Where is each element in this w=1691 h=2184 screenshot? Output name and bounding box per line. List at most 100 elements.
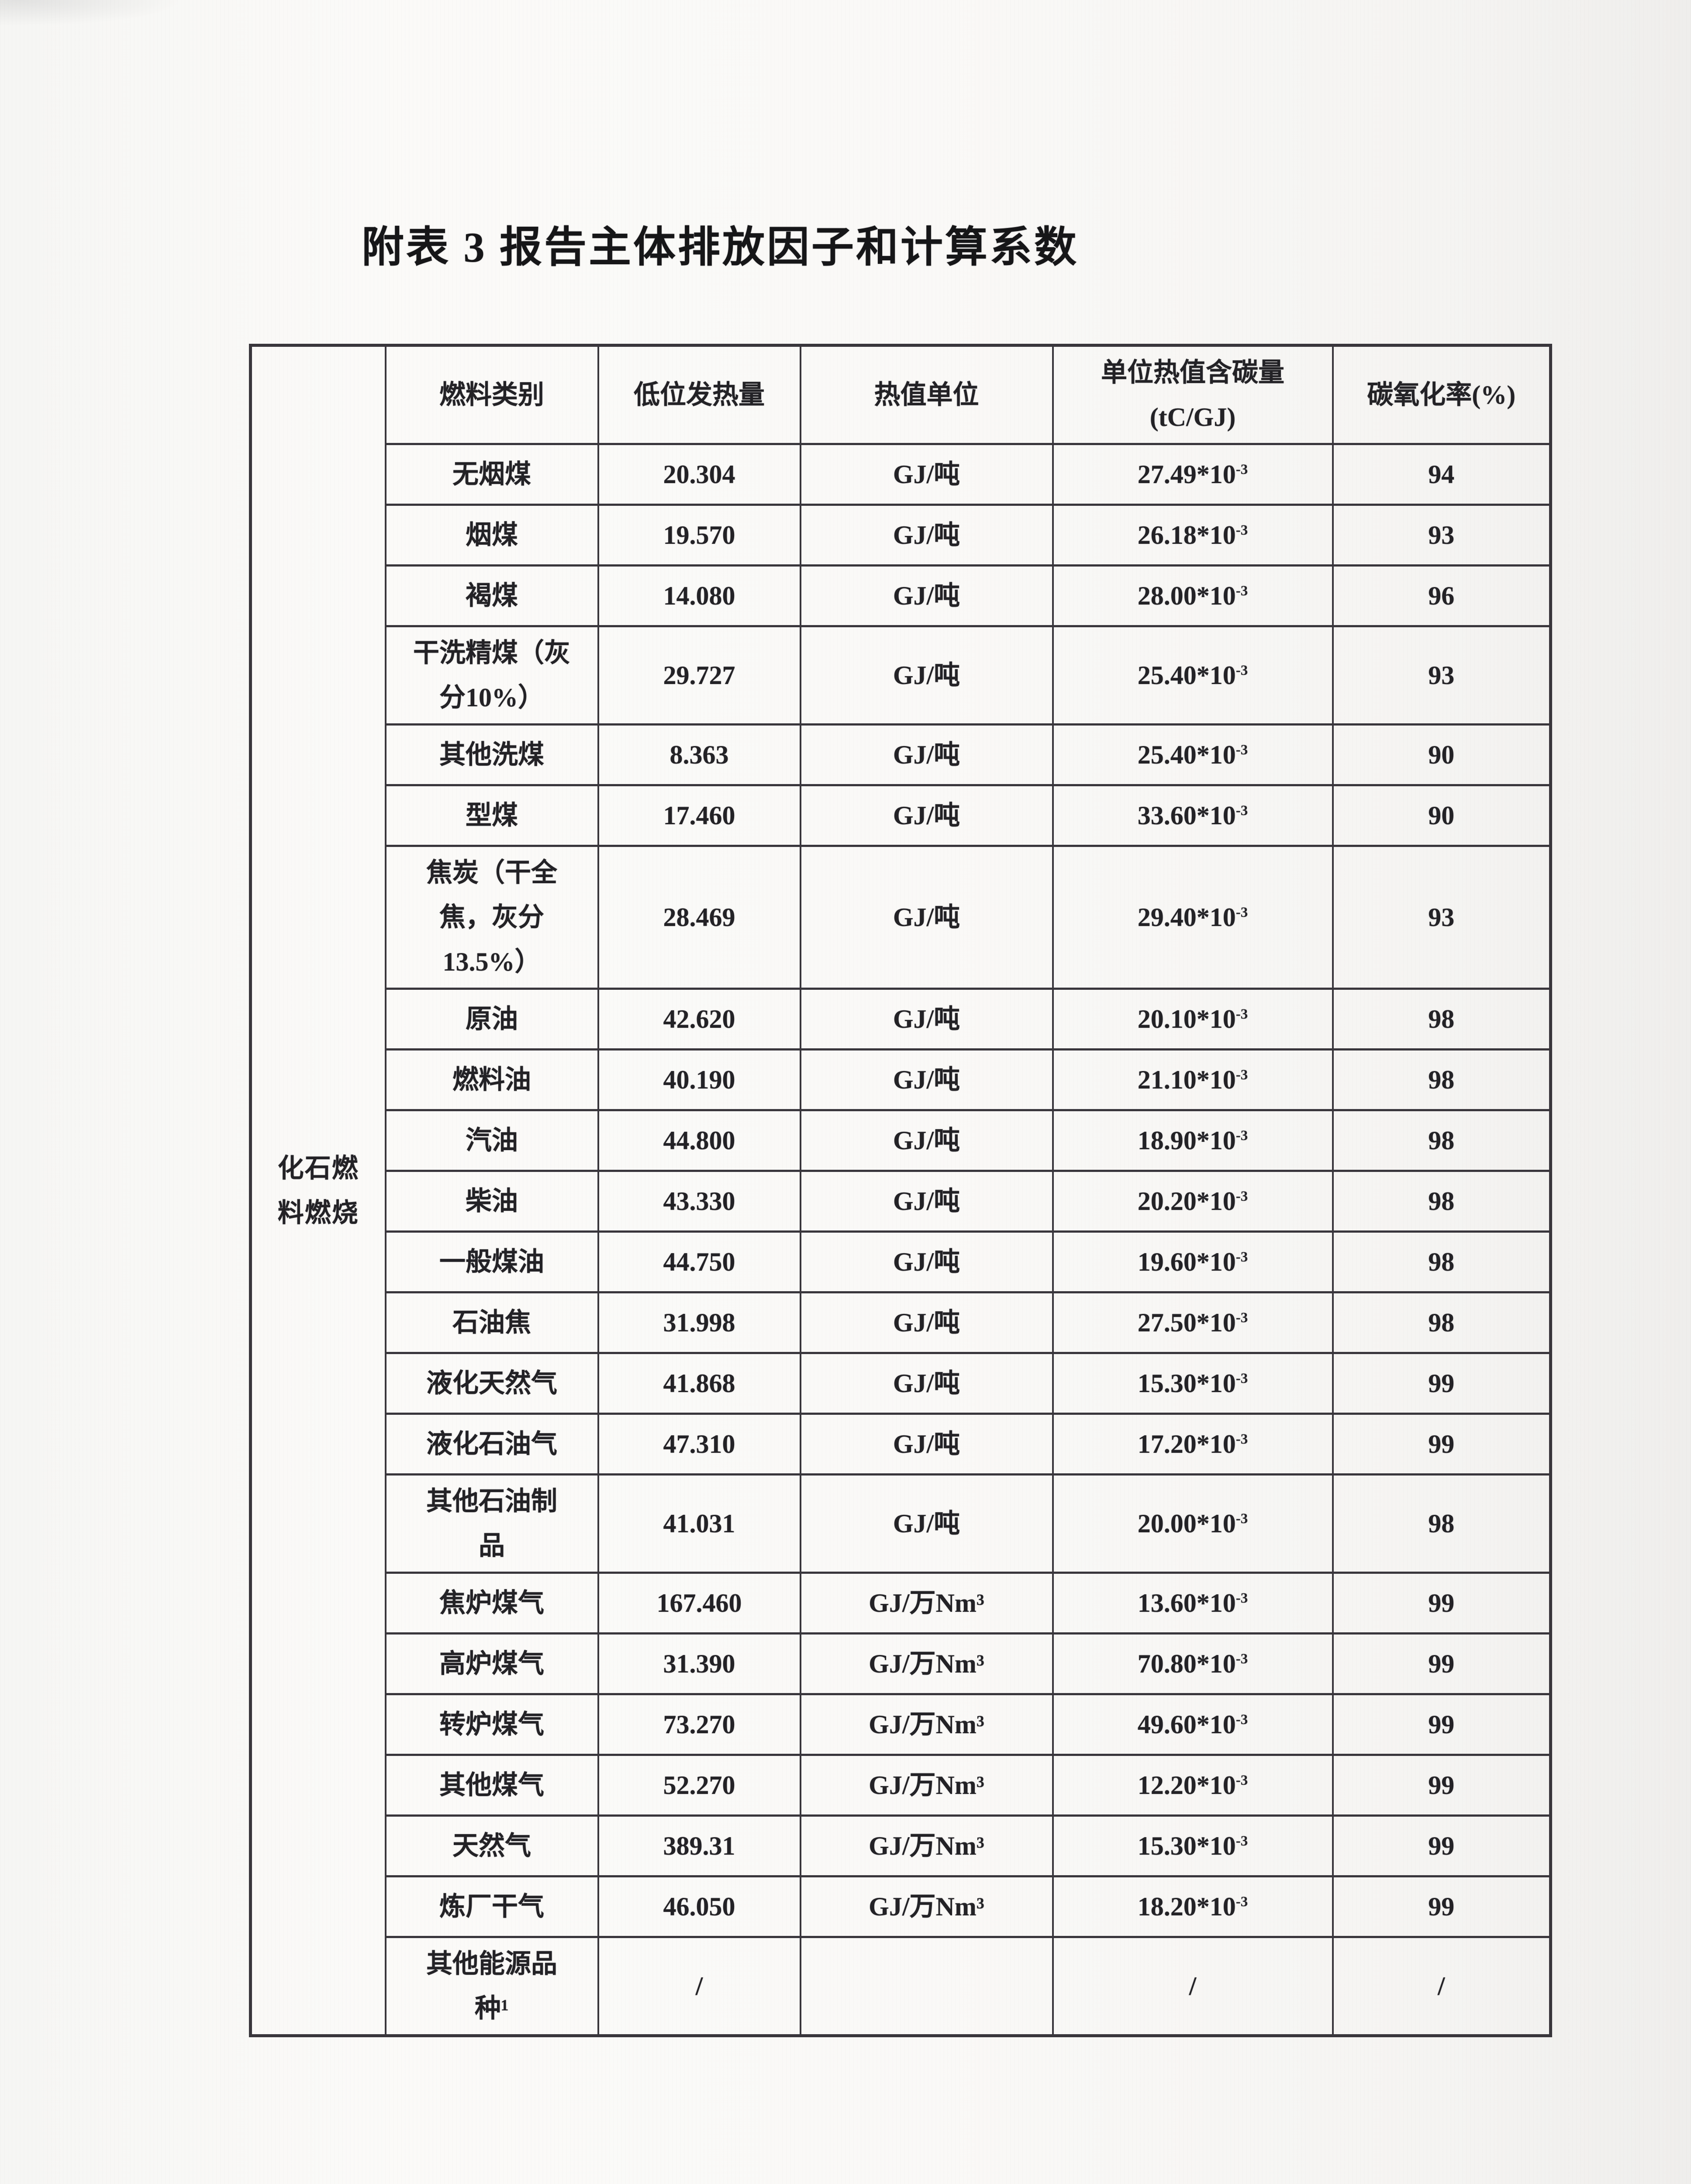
table-row: 型煤 17.460 GJ/吨 33.60*10-3 90 — [251, 784, 1552, 847]
table-row: 燃料油 40.190 GJ/吨 21.10*10-3 98 — [251, 1048, 1552, 1111]
fuel-cell: 型煤 — [384, 784, 599, 847]
carbon-content-cell: 15.30*10-3 — [1052, 1352, 1334, 1415]
header-carbon-content-per-unit-heat: 单位热值含碳量 (tC/GJ) — [1052, 344, 1334, 445]
fuel-cell: 其他石油制 品 — [384, 1473, 599, 1574]
table-header-row: 化石燃 料燃烧 燃料类别 低位发热量 热值单位 单位热值含碳量 (tC/GJ) … — [249, 344, 1552, 2037]
oxidation-rate-cell: 99 — [1332, 1413, 1552, 1476]
exponent: -3 — [1235, 1651, 1248, 1667]
oxidation-rate-cell: / — [1332, 1936, 1552, 2037]
exponent: -3 — [1235, 1833, 1248, 1849]
lhv-cell: 41.031 — [597, 1473, 801, 1574]
oxidation-rate-cell: 98 — [1332, 1291, 1552, 1354]
exponent: -3 — [1235, 1894, 1248, 1910]
unit-cell: GJ/吨 — [799, 1109, 1054, 1172]
unit-cell: GJ/吨 — [799, 1230, 1054, 1293]
lhv-cell: 389.31 — [597, 1814, 801, 1877]
exponent: -3 — [1235, 803, 1248, 819]
fuel-cell: 其他煤气 — [384, 1754, 599, 1817]
exponent: -3 — [1235, 905, 1248, 920]
header-fuel-category: 燃料类别 — [384, 344, 599, 445]
table-row: 一般煤油 44.750 GJ/吨 19.60*10-3 98 — [251, 1230, 1552, 1293]
carbon-content-cell: 15.30*10-3 — [1052, 1814, 1334, 1877]
table-row: 焦炭（干全 焦，灰分 13.5%） 28.469 GJ/吨 29.40*10-3 93 — [251, 845, 1552, 990]
table-row: 汽油 44.800 GJ/吨 18.90*10-3 98 — [251, 1109, 1552, 1172]
carbon-content-cell: 20.10*10-3 — [1052, 988, 1334, 1051]
oxidation-rate-cell: 99 — [1332, 1814, 1552, 1877]
lhv-cell: 47.310 — [597, 1413, 801, 1476]
lhv-cell: 44.800 — [597, 1109, 801, 1172]
unit-cell: GJ/吨 — [799, 1473, 1054, 1574]
table-row: 无烟煤 20.304 GJ/吨 27.49*10-3 94 — [251, 443, 1552, 506]
lhv-cell: 167.460 — [597, 1572, 801, 1635]
lhv-cell: 31.998 — [597, 1291, 801, 1354]
oxidation-rate-cell: 98 — [1332, 1170, 1552, 1233]
fuel-cell: 其他能源品 种¹ — [384, 1936, 599, 2037]
oxidation-rate-cell: 99 — [1332, 1754, 1552, 1817]
exponent: -3 — [1235, 1067, 1248, 1083]
oxidation-rate-cell: 90 — [1332, 784, 1552, 847]
header-carbon-oxidation-rate: 碳氧化率(%) — [1332, 344, 1552, 445]
fuel-cell: 一般煤油 — [384, 1230, 599, 1293]
exponent: -3 — [1235, 1431, 1248, 1447]
table-row: 转炉煤气 73.270 GJ/万Nm³ 49.60*10-3 99 — [251, 1693, 1552, 1756]
table-row: 炼厂干气 46.050 GJ/万Nm³ 18.20*10-3 99 — [251, 1875, 1552, 1938]
exponent: -3 — [1235, 1128, 1248, 1144]
table-row: 焦炉煤气 167.460 GJ/万Nm³ 13.60*10-3 99 — [251, 1572, 1552, 1635]
unit-cell: GJ/万Nm³ — [799, 1875, 1054, 1938]
fuel-cell: 褐煤 — [384, 564, 599, 627]
table-row: 液化石油气 47.310 GJ/吨 17.20*10-3 99 — [251, 1413, 1552, 1476]
exponent: -3 — [1235, 522, 1248, 538]
fuel-cell: 液化石油气 — [384, 1413, 599, 1476]
header-lower-heating-value: 低位发热量 — [597, 344, 801, 445]
carbon-content-cell: 19.60*10-3 — [1052, 1230, 1334, 1293]
exponent: -3 — [1235, 1189, 1248, 1204]
carbon-content-cell: 18.90*10-3 — [1052, 1109, 1334, 1172]
carbon-content-cell: / — [1052, 1936, 1334, 2037]
unit-cell: GJ/吨 — [799, 1048, 1054, 1111]
unit-cell: GJ/吨 — [799, 625, 1054, 726]
table-row: 其他石油制 品 41.031 GJ/吨 20.00*10-3 98 — [251, 1473, 1552, 1574]
lhv-cell: 73.270 — [597, 1693, 801, 1756]
lhv-cell: 46.050 — [597, 1875, 801, 1938]
exponent: -3 — [1235, 583, 1248, 599]
carbon-content-cell: 26.18*10-3 — [1052, 504, 1334, 567]
oxidation-rate-cell: 98 — [1332, 1473, 1552, 1574]
lhv-cell: / — [597, 1936, 801, 2037]
table-row: 其他煤气 52.270 GJ/万Nm³ 12.20*10-3 99 — [251, 1754, 1552, 1817]
exponent: -3 — [1235, 462, 1248, 477]
exponent: -3 — [1235, 1773, 1248, 1788]
lhv-cell: 29.727 — [597, 625, 801, 726]
oxidation-rate-cell: 98 — [1332, 988, 1552, 1051]
carbon-content-cell: 28.00*10-3 — [1052, 564, 1334, 627]
oxidation-rate-cell: 98 — [1332, 1109, 1552, 1172]
table-row: 其他能源品 种¹ / / / — [251, 1936, 1552, 2037]
fuel-cell: 石油焦 — [384, 1291, 599, 1354]
oxidation-rate-cell: 98 — [1332, 1230, 1552, 1293]
oxidation-rate-cell: 99 — [1332, 1572, 1552, 1635]
fuel-cell: 液化天然气 — [384, 1352, 599, 1415]
unit-cell: GJ/吨 — [799, 988, 1054, 1051]
carbon-content-cell: 49.60*10-3 — [1052, 1693, 1334, 1756]
unit-cell: GJ/吨 — [799, 784, 1054, 847]
oxidation-rate-cell: 93 — [1332, 845, 1552, 990]
unit-cell: GJ/吨 — [799, 504, 1054, 567]
unit-cell: GJ/万Nm³ — [799, 1632, 1054, 1695]
fuel-cell: 烟煤 — [384, 504, 599, 567]
oxidation-rate-cell: 96 — [1332, 564, 1552, 627]
unit-cell — [799, 1936, 1054, 2037]
lhv-cell: 20.304 — [597, 443, 801, 506]
exponent: -3 — [1235, 1310, 1248, 1326]
lhv-cell: 28.469 — [597, 845, 801, 990]
scan-artifact — [0, 0, 183, 26]
unit-cell: GJ/吨 — [799, 564, 1054, 627]
exponent: -3 — [1235, 1371, 1248, 1386]
table-row: 干洗精煤（灰 分10%） 29.727 GJ/吨 25.40*10-3 93 — [251, 625, 1552, 726]
fuel-cell: 原油 — [384, 988, 599, 1051]
exponent: -3 — [1235, 742, 1248, 758]
oxidation-rate-cell: 98 — [1332, 1048, 1552, 1111]
carbon-content-cell: 12.20*10-3 — [1052, 1754, 1334, 1817]
oxidation-rate-cell: 99 — [1332, 1875, 1552, 1938]
exponent: -3 — [1235, 1511, 1248, 1527]
carbon-content-cell: 20.00*10-3 — [1052, 1473, 1334, 1574]
